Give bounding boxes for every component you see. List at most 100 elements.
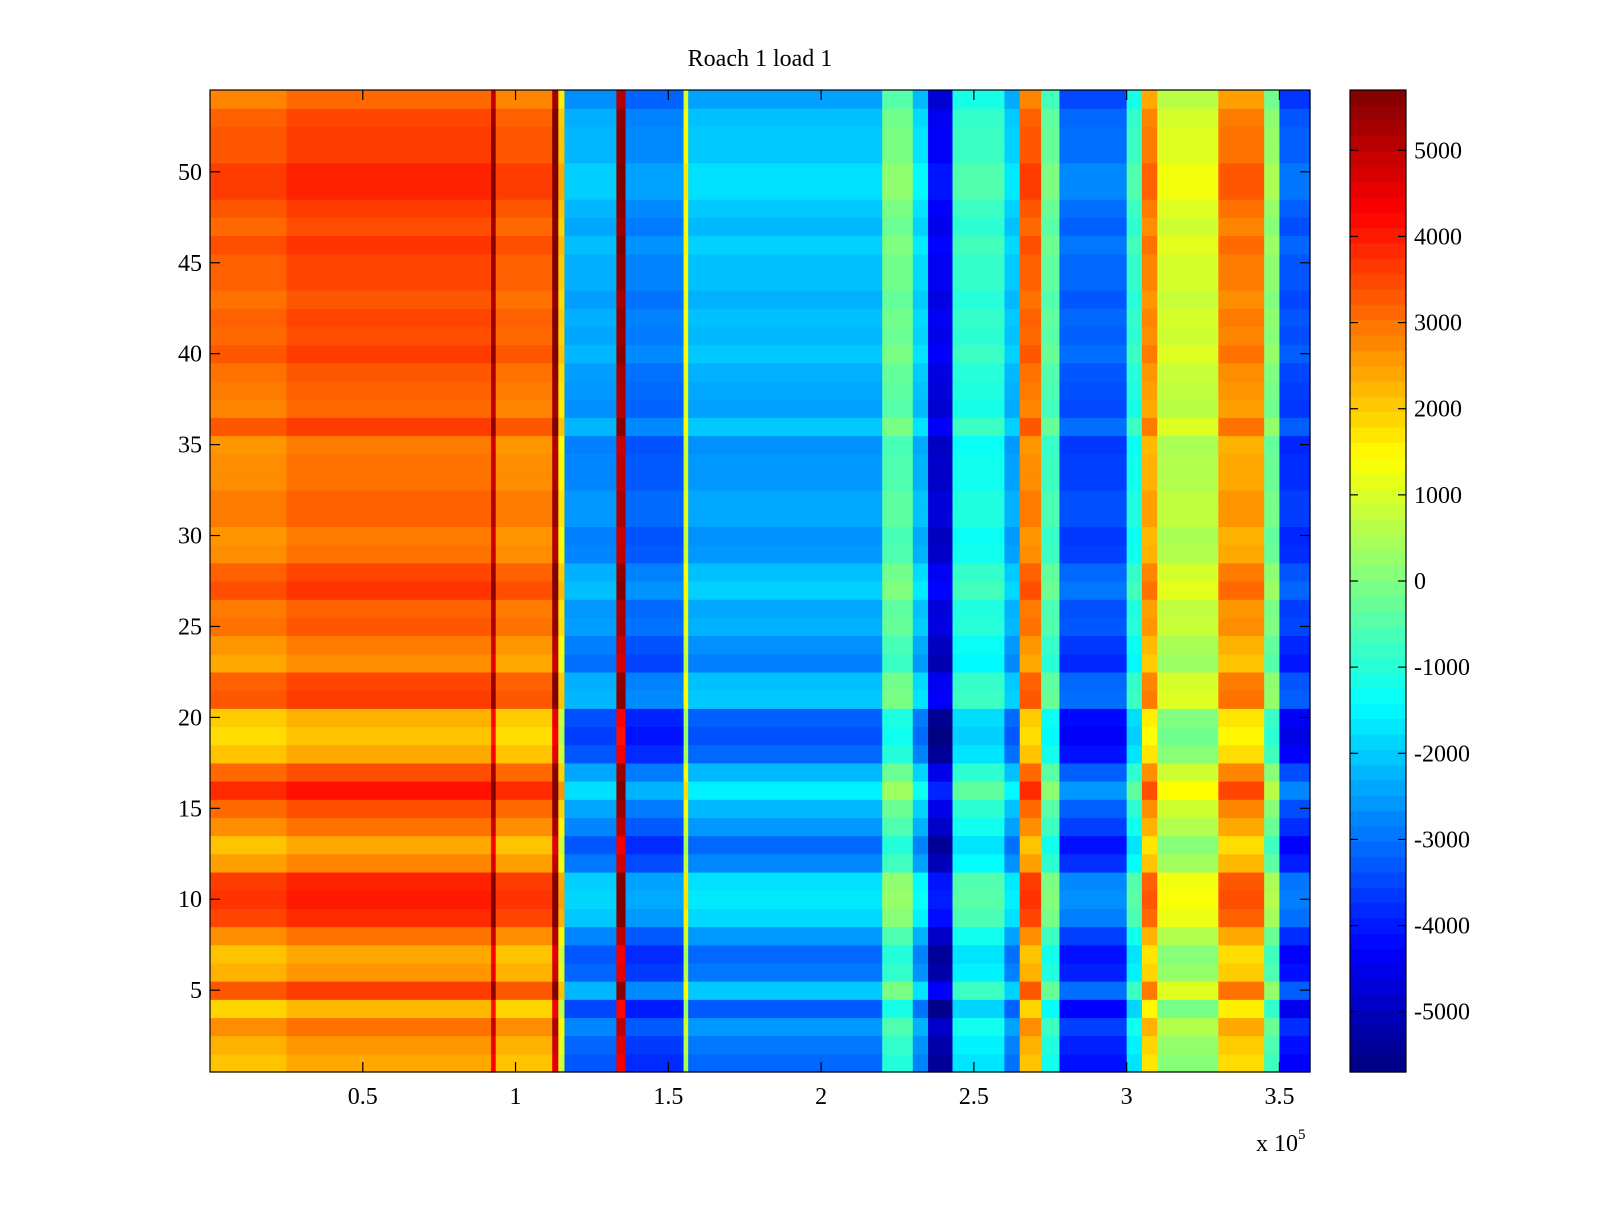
heatmap-cell bbox=[882, 544, 914, 564]
heatmap-cell bbox=[1141, 908, 1158, 928]
heatmap-cell bbox=[558, 199, 566, 218]
heatmap-cell bbox=[1126, 1053, 1143, 1073]
heatmap-cell bbox=[625, 90, 685, 109]
heatmap-cell bbox=[912, 326, 929, 346]
heatmap-cell bbox=[952, 635, 1006, 655]
heatmap-cell bbox=[912, 253, 929, 273]
heatmap-cell bbox=[882, 617, 914, 637]
heatmap-cell bbox=[1059, 144, 1128, 164]
heatmap-cell bbox=[1264, 417, 1281, 437]
heatmap-cell bbox=[1019, 362, 1042, 382]
heatmap-cell bbox=[912, 617, 929, 637]
heatmap-cell bbox=[1264, 599, 1281, 618]
heatmap-cell bbox=[1059, 308, 1128, 328]
heatmap-cell bbox=[1019, 180, 1042, 200]
heatmap-cell bbox=[882, 981, 914, 1000]
heatmap-cell bbox=[928, 853, 954, 873]
heatmap-cell bbox=[1157, 126, 1219, 146]
heatmap-cell bbox=[1041, 235, 1061, 255]
heatmap-cell bbox=[952, 453, 1006, 473]
heatmap-cell bbox=[210, 653, 287, 673]
heatmap-cell bbox=[286, 180, 492, 200]
heatmap-cell bbox=[286, 417, 492, 437]
heatmap-cell bbox=[1041, 344, 1061, 364]
heatmap-cell bbox=[1126, 290, 1143, 309]
heatmap-cell bbox=[1126, 326, 1143, 346]
heatmap-cell bbox=[912, 453, 929, 473]
heatmap-cell bbox=[625, 581, 685, 600]
heatmap-cell bbox=[625, 308, 685, 328]
heatmap-cell bbox=[210, 471, 287, 491]
heatmap-cell bbox=[558, 1053, 566, 1073]
heatmap-cell bbox=[1157, 253, 1219, 273]
heatmap-cell bbox=[491, 508, 497, 528]
heatmap-cell bbox=[952, 362, 1006, 382]
heatmap-cell bbox=[616, 471, 627, 491]
heatmap-cell bbox=[564, 762, 617, 782]
heatmap-cell bbox=[1264, 744, 1281, 764]
heatmap-cell bbox=[1059, 671, 1128, 691]
heatmap-cell bbox=[928, 344, 954, 364]
heatmap-cell bbox=[495, 708, 553, 728]
heatmap-cell bbox=[616, 126, 627, 146]
heatmap-cell bbox=[1218, 290, 1265, 309]
heatmap-cell bbox=[552, 962, 559, 982]
heatmap-cell bbox=[683, 144, 689, 164]
heatmap-cell bbox=[1218, 217, 1265, 237]
heatmap-cell bbox=[1279, 1053, 1311, 1073]
heatmap-cell bbox=[564, 344, 617, 364]
heatmap-cell bbox=[688, 526, 883, 546]
heatmap-cell bbox=[495, 1035, 553, 1055]
heatmap-cell bbox=[1141, 1017, 1158, 1037]
heatmap-cell bbox=[495, 290, 553, 309]
heatmap-cell bbox=[928, 471, 954, 491]
heatmap-cell bbox=[1004, 435, 1021, 455]
heatmap-cell bbox=[1019, 526, 1042, 546]
heatmap-cell bbox=[928, 144, 954, 164]
heatmap-cell bbox=[552, 90, 559, 109]
heatmap-cell bbox=[564, 690, 617, 709]
heatmap-cell bbox=[552, 490, 559, 509]
heatmap-cell bbox=[882, 162, 914, 182]
colorbar-swatch bbox=[1350, 120, 1406, 137]
heatmap-cell bbox=[1141, 581, 1158, 600]
heatmap-cell bbox=[683, 380, 689, 400]
heatmap-cell bbox=[625, 544, 685, 564]
heatmap-cell bbox=[1157, 453, 1219, 473]
heatmap-cell bbox=[952, 671, 1006, 691]
heatmap-cell bbox=[625, 944, 685, 964]
heatmap-cell bbox=[1279, 999, 1311, 1019]
heatmap-cell bbox=[495, 671, 553, 691]
heatmap-cell bbox=[928, 417, 954, 437]
heatmap-cell bbox=[882, 835, 914, 855]
heatmap-cell bbox=[1264, 380, 1281, 400]
heatmap-cell bbox=[558, 490, 566, 509]
heatmap-cell bbox=[286, 835, 492, 855]
heatmap-cell bbox=[1126, 380, 1143, 400]
heatmap-cell bbox=[1157, 217, 1219, 237]
heatmap-cell bbox=[1218, 508, 1265, 528]
heatmap-cell bbox=[1126, 581, 1143, 600]
heatmap-cell bbox=[558, 308, 566, 328]
heatmap-cell bbox=[688, 290, 883, 309]
heatmap-cell bbox=[558, 944, 566, 964]
heatmap-cell bbox=[495, 890, 553, 909]
heatmap-cell bbox=[683, 762, 689, 782]
colorbar-swatch bbox=[1350, 826, 1406, 843]
heatmap-cell bbox=[1279, 817, 1311, 837]
heatmap-cell bbox=[210, 944, 287, 964]
heatmap-cell bbox=[928, 581, 954, 600]
heatmap-cell bbox=[683, 817, 689, 837]
heatmap-cell bbox=[625, 744, 685, 764]
heatmap-cell bbox=[1126, 471, 1143, 491]
heatmap-cell bbox=[1126, 344, 1143, 364]
heatmap-cell bbox=[1279, 362, 1311, 382]
heatmap-cell bbox=[1218, 962, 1265, 982]
heatmap-cell bbox=[210, 781, 287, 800]
heatmap-cell bbox=[286, 1053, 492, 1073]
heatmap-cell bbox=[1004, 799, 1021, 819]
heatmap-cell bbox=[1126, 235, 1143, 255]
heatmap-cell bbox=[1141, 271, 1158, 291]
heatmap-cell bbox=[952, 235, 1006, 255]
heatmap-cell bbox=[495, 690, 553, 709]
